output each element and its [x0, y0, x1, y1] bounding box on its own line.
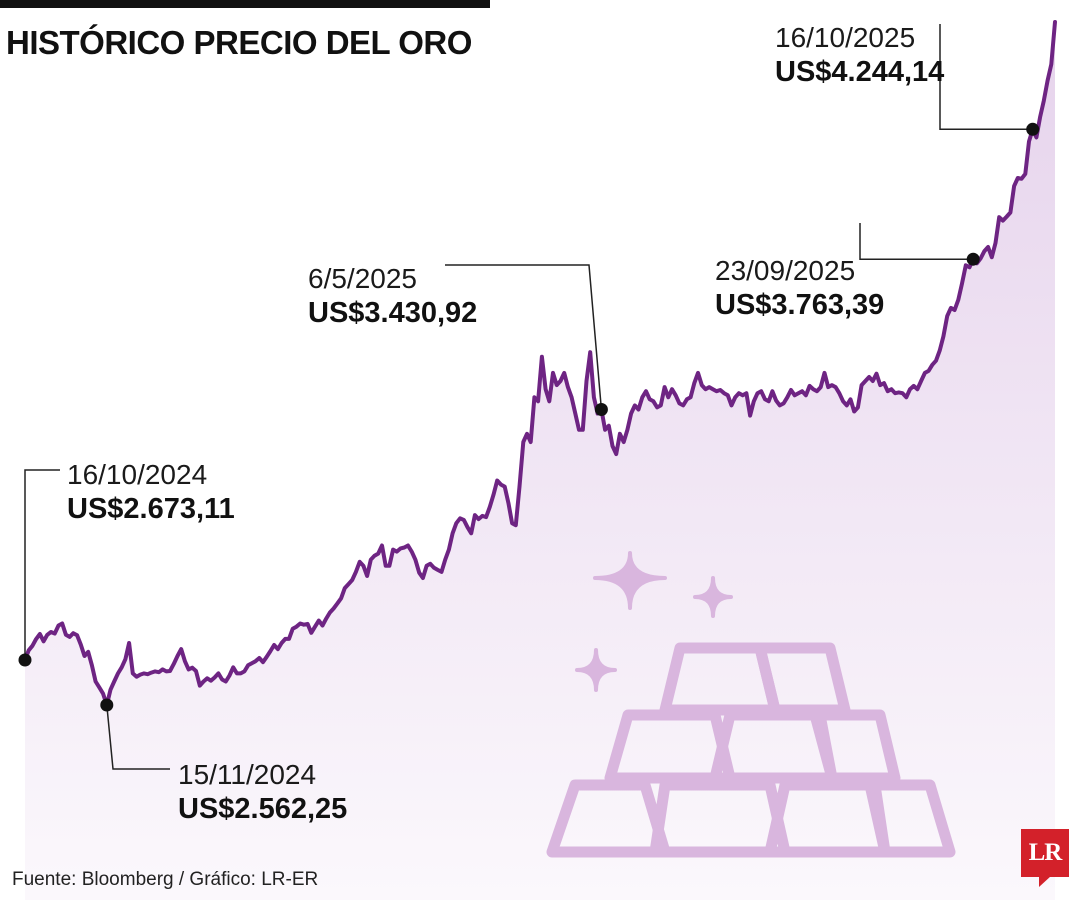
title-bar-accent: [0, 0, 490, 8]
price-area-fill: [25, 22, 1055, 900]
annotation-leader-1: [106, 704, 170, 770]
annotation-date-2: 6/5/2025: [308, 263, 417, 294]
annotation-leader-3: [859, 223, 974, 260]
annotation-value-1: US$2.562,25: [178, 793, 347, 825]
annotation-leader-0: [24, 469, 60, 660]
annotation-value-0: US$2.673,11: [67, 493, 235, 525]
price-series-line: [23, 20, 1057, 707]
annotation-marker-0: [18, 653, 32, 667]
chart-title: HISTÓRICO PRECIO DEL ORO: [6, 24, 472, 61]
annotation-marker-1: [100, 698, 114, 712]
annotation-date-3: 23/09/2025: [715, 255, 855, 286]
annotation-value-3: US$3.763,39: [715, 289, 884, 321]
lr-logo: LR: [1021, 829, 1069, 887]
annotation-leader-4: [939, 24, 1033, 131]
annotation-date-1: 15/11/2024: [178, 759, 316, 790]
annotation-date-0: 16/10/2024: [67, 459, 207, 490]
annotation-value-2: US$3.430,92: [308, 297, 477, 329]
annotation-date-4: 16/10/2025: [775, 22, 915, 53]
annotation-leader-2: [445, 264, 603, 410]
gold-bars-icon: [546, 551, 956, 858]
annotation-marker-2: [594, 403, 608, 416]
annotation-marker-4: [1026, 122, 1040, 136]
source-credit: Fuente: Bloomberg / Gráfico: LR-ER: [12, 869, 319, 890]
annotation-value-4: US$4.244,14: [775, 56, 944, 88]
annotation-marker-3: [966, 252, 980, 266]
